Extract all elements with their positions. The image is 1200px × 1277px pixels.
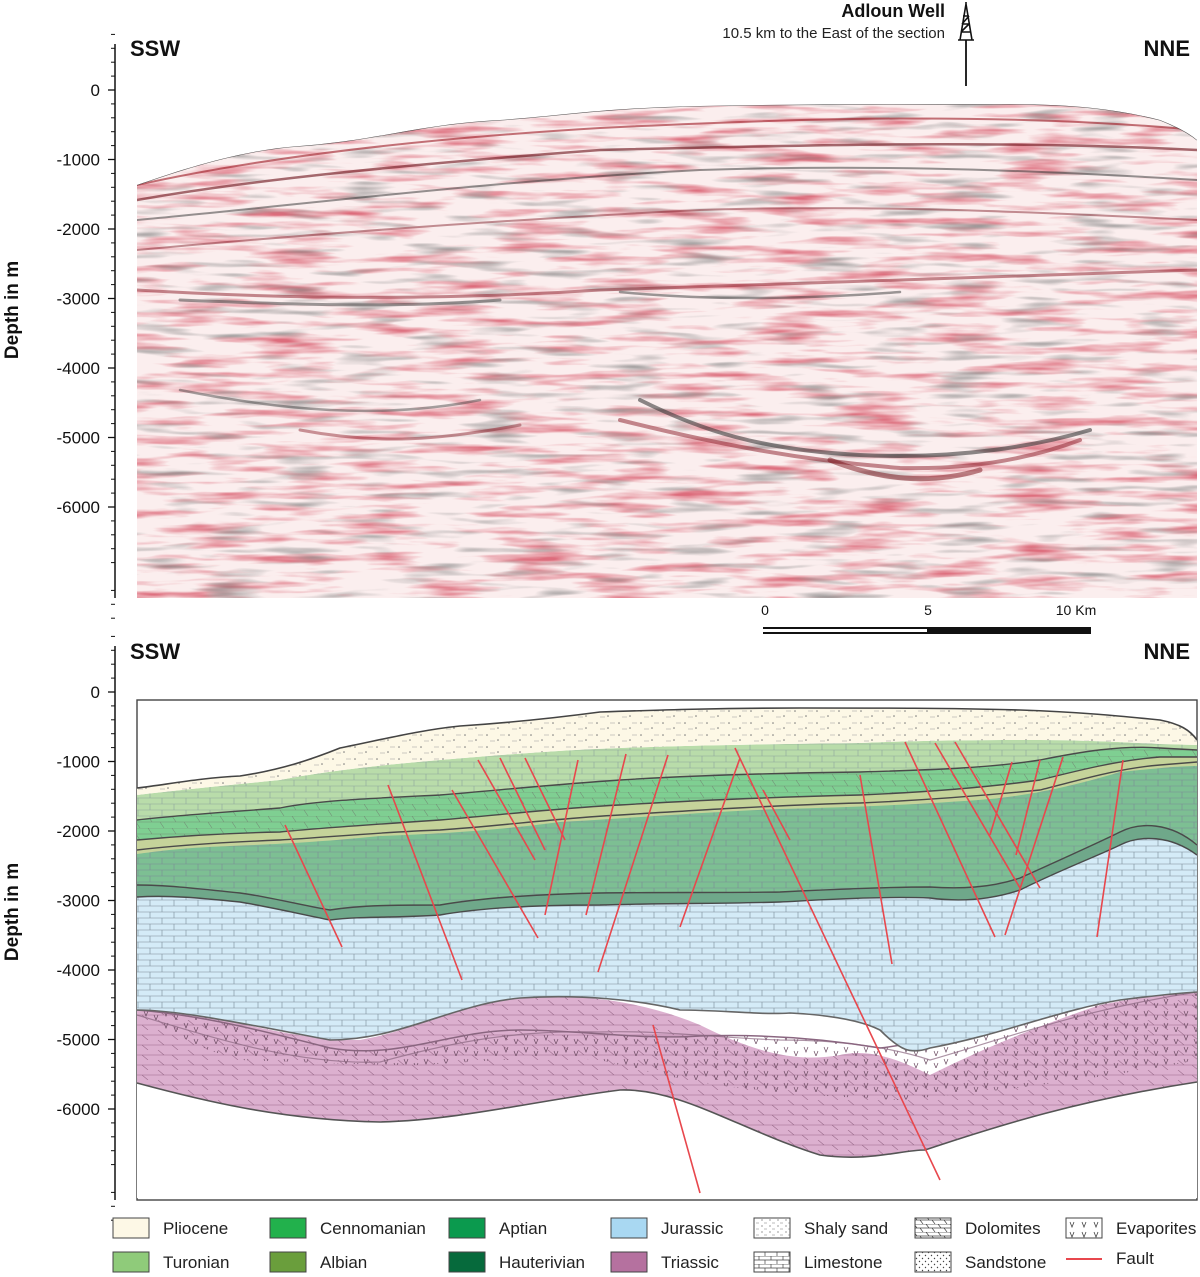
seismic-y-label: Depth in m (2, 261, 23, 359)
scale-label-5: 5 (924, 602, 932, 618)
geology-right-direction: NNE (1144, 639, 1190, 664)
legend-swatch-albian (269, 1251, 307, 1273)
legend-label-triassic: Triassic (661, 1253, 719, 1272)
seismic-tick-label: -1000 (57, 151, 100, 170)
geology-tick-label: -2000 (57, 822, 100, 841)
geology-panel: SSW NNE 0 -1000 -2000 -3000 -4000 -5000 -6000 … (2, 635, 1198, 1221)
adloun-well: Adloun Well 10.5 km to the East of the s… (722, 1, 974, 86)
triassic-evaporite-layer (137, 990, 1197, 1100)
geology-tick-label: -4000 (57, 961, 100, 980)
legend-pattern-limestone (753, 1251, 791, 1273)
hauterivian-unit (137, 825, 1197, 920)
seismic-tick-label: -6000 (57, 498, 100, 517)
legend-pattern-sandstone (914, 1251, 952, 1273)
legend-label-shaly-sand: Shaly sand (804, 1219, 888, 1238)
well-name: Adloun Well (841, 1, 945, 21)
legend-label-sandstone: Sandstone (965, 1253, 1046, 1272)
legend-swatch-triassic (610, 1251, 648, 1273)
basement-area (137, 1082, 1197, 1198)
seismic-right-direction: NNE (1144, 36, 1190, 61)
seismic-tick-label: 0 (91, 81, 100, 100)
geology-tick-label: -5000 (57, 1031, 100, 1050)
legend-swatch-turonian (112, 1251, 150, 1273)
scale-bar: 0 5 10 Km (761, 602, 1096, 634)
seismic-depth-axis: 0 -1000 -2000 -3000 -4000 -5000 -6000 Depth in… (2, 33, 116, 619)
seismic-tick-label: -2000 (57, 220, 100, 239)
scale-label-10km: 10 Km (1056, 602, 1096, 618)
geology-tick-label: -3000 (57, 892, 100, 911)
legend-label-hauterivian: Hauterivian (499, 1253, 585, 1272)
geology-tick-label: -6000 (57, 1100, 100, 1119)
legend-label-turonian: Turonian (163, 1253, 229, 1272)
geology-y-label: Depth in m (2, 863, 23, 961)
legend-pattern-shaly-sand (753, 1217, 791, 1239)
geology-tick-label: 0 (91, 683, 100, 702)
legend-swatch-cennomanian (269, 1217, 307, 1239)
scale-label-0: 0 (761, 602, 769, 618)
geology-tick-label: -1000 (57, 753, 100, 772)
legend-pattern-dolomites (914, 1217, 952, 1239)
seismic-tick-label: -5000 (57, 429, 100, 448)
legend: Pliocene Cennomanian Aptian Jurassic Shaly s… (112, 1217, 1196, 1273)
geology-left-direction: SSW (130, 639, 180, 664)
jurassic-pattern (137, 833, 1197, 1051)
seismic-tick-label: -3000 (57, 290, 100, 309)
aptian-pattern (137, 762, 1197, 910)
seismic-left-direction: SSW (130, 36, 180, 61)
legend-swatch-pliocene (112, 1217, 150, 1239)
seismic-image (137, 104, 1197, 598)
geology-depth-axis: 0 -1000 -2000 -3000 -4000 -5000 -6000 Depth in… (2, 635, 116, 1221)
legend-label-albian: Albian (320, 1253, 367, 1272)
legend-swatch-jurassic (610, 1217, 648, 1239)
legend-swatch-hauterivian (448, 1251, 486, 1273)
seismic-tick-label: -4000 (57, 359, 100, 378)
seismic-panel: SSW NNE Adloun Well 10.5 km to the East … (2, 1, 1197, 634)
legend-label-dolomites: Dolomites (965, 1219, 1041, 1238)
albian-unit (137, 757, 1197, 854)
legend-label-evaporites: Evaporites (1116, 1219, 1196, 1238)
legend-label-pliocene: Pliocene (163, 1219, 228, 1238)
legend-label-jurassic: Jurassic (661, 1219, 724, 1238)
well-note: 10.5 km to the East of the section (722, 25, 945, 42)
oil-derrick-icon (958, 2, 974, 86)
legend-label-fault: Fault (1116, 1249, 1154, 1268)
legend-label-cennomanian: Cennomanian (320, 1219, 426, 1238)
faults (284, 741, 1124, 1194)
legend-pattern-evaporites (1065, 1217, 1103, 1239)
legend-swatch-aptian (448, 1217, 486, 1239)
legend-label-limestone: Limestone (804, 1253, 882, 1272)
legend-label-aptian: Aptian (499, 1219, 547, 1238)
